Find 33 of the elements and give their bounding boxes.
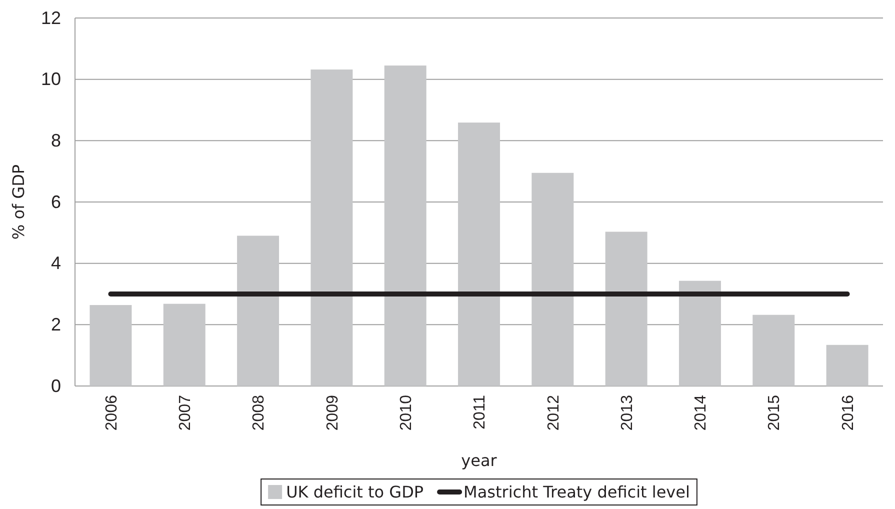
legend-label: UK deficit to GDP bbox=[286, 482, 424, 502]
x-tick-label: 2009 bbox=[324, 394, 342, 431]
x-tick-label: 2010 bbox=[398, 394, 415, 431]
x-tick-label: 2015 bbox=[766, 394, 784, 431]
bar bbox=[752, 314, 795, 386]
x-tick-label: 2008 bbox=[250, 394, 268, 431]
y-tick-label: 12 bbox=[40, 8, 61, 28]
bar bbox=[90, 305, 132, 386]
y-tick-label: 4 bbox=[50, 253, 61, 274]
y-tick-label: 8 bbox=[50, 130, 61, 150]
bar bbox=[310, 70, 353, 386]
x-tick-label: 2012 bbox=[545, 394, 562, 431]
x-tick-label: 2014 bbox=[692, 394, 710, 431]
y-axis-title: % of GDP bbox=[9, 164, 28, 240]
y-tick-label: 10 bbox=[40, 69, 61, 90]
bar bbox=[605, 232, 648, 386]
bar bbox=[826, 344, 868, 386]
bar bbox=[678, 280, 721, 386]
bar bbox=[532, 172, 574, 386]
bar bbox=[163, 304, 206, 386]
y-tick-label: 2 bbox=[50, 314, 61, 334]
y-tick-label: 6 bbox=[50, 192, 61, 212]
x-axis-title: year bbox=[461, 451, 498, 470]
bar bbox=[237, 236, 280, 386]
x-tick-label: 2016 bbox=[840, 394, 857, 431]
y-tick-label: 0 bbox=[50, 376, 61, 396]
x-tick-label: 2007 bbox=[176, 394, 194, 431]
x-tick-label: 2011 bbox=[472, 394, 489, 430]
bar bbox=[458, 122, 500, 386]
x-tick-label: 2006 bbox=[103, 394, 120, 431]
bar bbox=[384, 66, 426, 386]
x-tick-label: 2013 bbox=[618, 394, 636, 431]
legend-label: Mastricht Treaty deficit level bbox=[464, 482, 690, 502]
